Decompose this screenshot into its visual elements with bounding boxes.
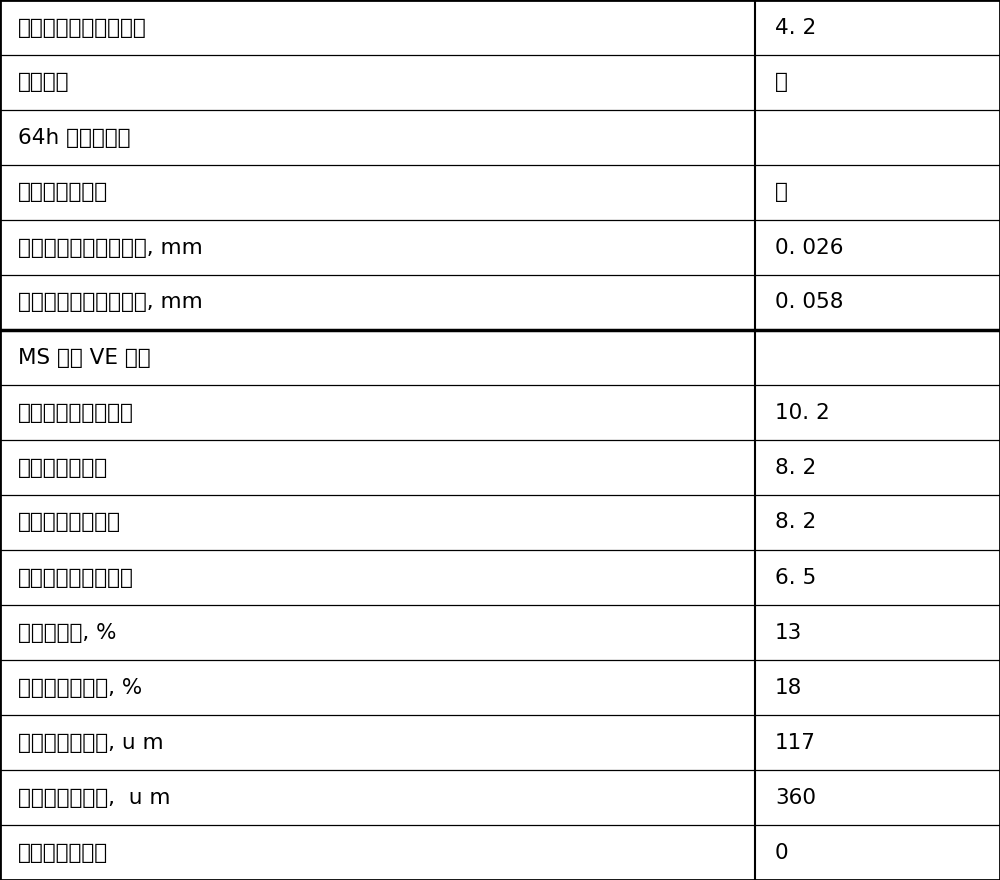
Text: 挺杆粘结: 挺杆粘结 <box>18 72 70 92</box>
Text: 8. 2: 8. 2 <box>775 512 816 532</box>
Text: 凸轮磨损最大值,  u m: 凸轮磨损最大值, u m <box>18 788 170 808</box>
Text: 4. 2: 4. 2 <box>775 18 816 38</box>
Text: 64h 擦伤和磨损: 64h 擦伤和磨损 <box>18 128 130 148</box>
Text: 平均发动机油泥评分: 平均发动机油泥评分 <box>18 402 134 422</box>
Text: 油环岸沉积物平均评分: 油环岸沉积物平均评分 <box>18 18 147 38</box>
Text: 13: 13 <box>775 622 802 642</box>
Text: 摇臂盖油泥评分: 摇臂盖油泥评分 <box>18 458 108 478</box>
Text: 无: 无 <box>775 182 788 202</box>
Text: 0. 058: 0. 058 <box>775 292 844 312</box>
Text: 18: 18 <box>775 678 802 698</box>
Text: 油环堵塞率, %: 油环堵塞率, % <box>18 622 116 642</box>
Text: MS 程序 VE 试验: MS 程序 VE 试验 <box>18 348 151 368</box>
Text: 平均活塞漆膜评分: 平均活塞漆膜评分 <box>18 512 121 532</box>
Text: 凸轮加挺杆磨损平均值, mm: 凸轮加挺杆磨损平均值, mm <box>18 238 203 258</box>
Text: 压缩环热粘结数: 压缩环热粘结数 <box>18 842 108 862</box>
Text: 360: 360 <box>775 788 816 808</box>
Text: 10. 2: 10. 2 <box>775 402 830 422</box>
Text: 凸轮加挺杆磨损最大值, mm: 凸轮加挺杆磨损最大值, mm <box>18 292 203 312</box>
Text: 机油滤网堵塞率, %: 机油滤网堵塞率, % <box>18 678 142 698</box>
Text: 0: 0 <box>775 842 789 862</box>
Text: 凸轮和挺杆擦伤: 凸轮和挺杆擦伤 <box>18 182 108 202</box>
Text: 凸轮磨损平均值, u m: 凸轮磨损平均值, u m <box>18 732 164 752</box>
Text: 8. 2: 8. 2 <box>775 458 816 478</box>
Text: 6. 5: 6. 5 <box>775 568 816 588</box>
Text: 平均发动机漆膜评分: 平均发动机漆膜评分 <box>18 568 134 588</box>
Text: 0. 026: 0. 026 <box>775 238 844 258</box>
Text: 无: 无 <box>775 72 788 92</box>
Text: 117: 117 <box>775 732 816 752</box>
